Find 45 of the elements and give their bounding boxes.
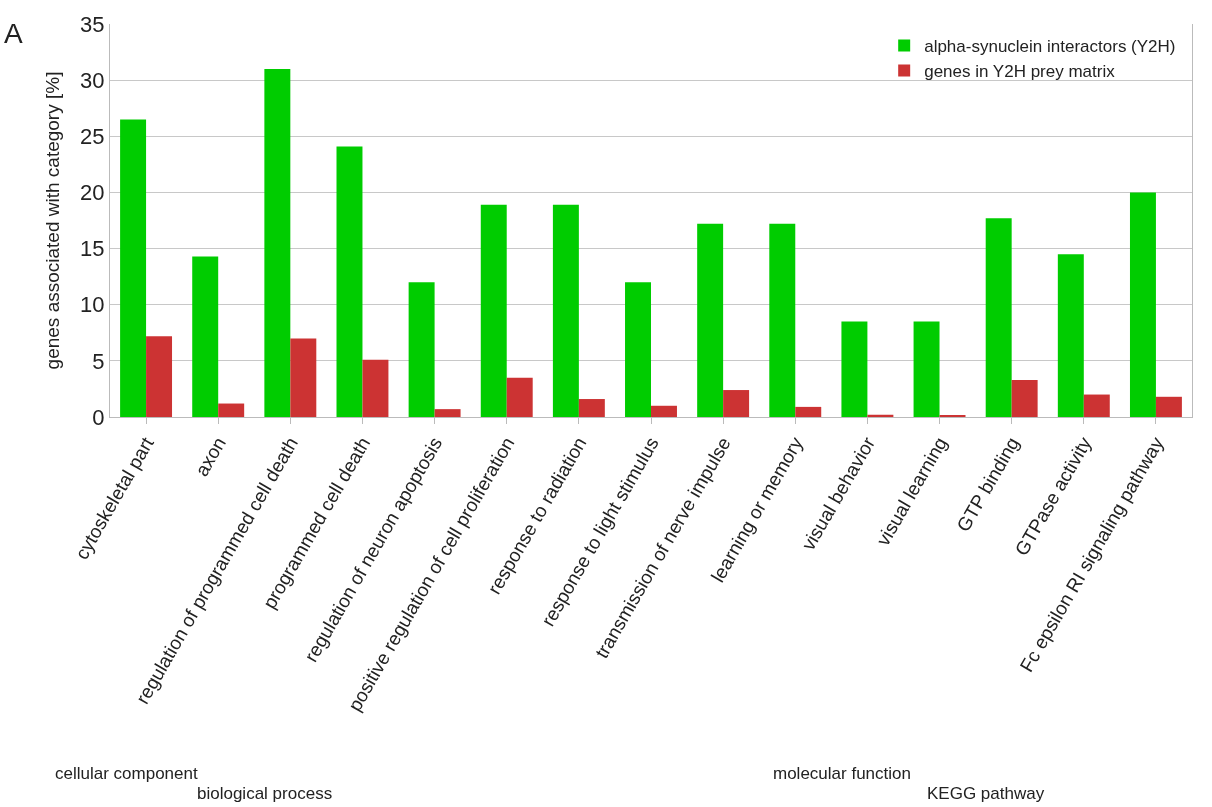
bar (1155, 396, 1182, 417)
bar (867, 414, 894, 417)
bar (578, 399, 605, 417)
bar (723, 390, 750, 417)
y-axis-title: genes associated with category [%] (41, 71, 63, 370)
y-tick-label: 30 (80, 67, 105, 93)
y-tick-label: 0 (92, 404, 105, 430)
text: KEGG pathway (927, 784, 1045, 803)
bar (913, 321, 940, 417)
bar (1011, 379, 1038, 417)
bar (192, 256, 219, 417)
bar (841, 321, 868, 417)
text: cellular component (55, 764, 198, 783)
bar (146, 336, 173, 417)
bar (769, 223, 796, 417)
text: molecular function (773, 764, 911, 783)
y-tick-label: 10 (80, 292, 105, 318)
bar (434, 409, 461, 417)
bar (264, 68, 291, 417)
y-tick-label: 15 (80, 236, 105, 262)
text: biological process (197, 784, 333, 803)
bar (120, 119, 147, 417)
bar (336, 146, 363, 417)
bar (408, 282, 435, 417)
bar (795, 406, 822, 417)
bar (1129, 192, 1156, 417)
bar (290, 338, 317, 417)
text: A (4, 18, 23, 49)
bar (480, 204, 507, 417)
legend-label: genes in Y2H prey matrix (924, 62, 1116, 82)
bar (1083, 394, 1110, 417)
y-tick-label: 5 (92, 348, 105, 374)
bar (625, 282, 651, 417)
bar (552, 204, 579, 417)
bar (362, 359, 389, 417)
bar (506, 377, 533, 417)
bar (651, 405, 677, 417)
bar (218, 403, 245, 417)
bar (985, 218, 1012, 417)
y-tick-label: 35 (80, 11, 105, 37)
legend-label: alpha-synuclein interactors (Y2H) (924, 37, 1176, 57)
bar (1057, 254, 1084, 417)
y-tick-label: 25 (80, 123, 105, 149)
y-tick-label: 20 (80, 180, 105, 206)
bar (697, 223, 724, 417)
